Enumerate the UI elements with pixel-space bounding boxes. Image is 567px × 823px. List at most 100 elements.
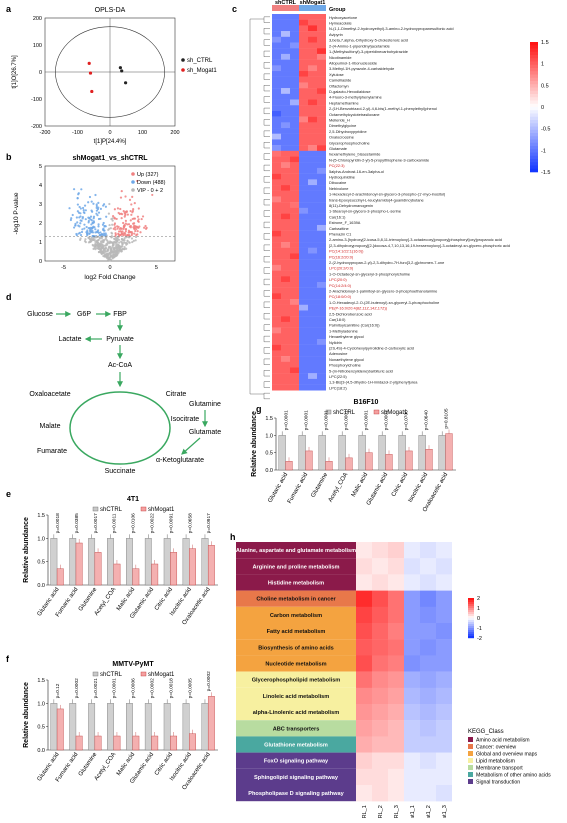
heatmap-cell xyxy=(317,367,326,374)
heatmap-cell xyxy=(272,242,281,248)
legend-swatch xyxy=(373,409,380,415)
heatmap-cell xyxy=(436,655,452,672)
heatmap-cell xyxy=(404,785,420,802)
volcano-point xyxy=(140,217,143,221)
opls-da-plot: OPLS-DA -200 -100 0 100 200 200 100 0 -100 -200 t[1… xyxy=(12,7,217,145)
volcano-point xyxy=(125,247,128,250)
volcano-point xyxy=(119,196,123,199)
bar-shmogat1 xyxy=(207,696,215,751)
volcano-point xyxy=(115,217,118,221)
volcano-point xyxy=(115,251,119,254)
heatmap-cell xyxy=(290,179,299,186)
heatmap-cell xyxy=(308,321,317,328)
y-tick-label: 0.5 xyxy=(37,725,45,731)
p-value-label: p<0.0001 xyxy=(324,410,330,430)
heatmap-cell xyxy=(272,219,281,226)
heatmap-cell xyxy=(272,145,281,152)
heatmap-cell xyxy=(272,19,281,26)
heatmap-cell xyxy=(299,185,308,191)
heatmap-cell xyxy=(317,53,326,60)
heatmap-cell xyxy=(372,542,388,559)
heatmap-cell xyxy=(290,36,299,43)
volcano-point xyxy=(123,247,126,251)
volcano-point xyxy=(131,232,134,235)
volcano-point xyxy=(135,227,138,231)
node-succinate: Succinate xyxy=(105,468,136,475)
volcano-point xyxy=(112,251,116,254)
colorbar-segment xyxy=(468,598,474,601)
y-tick-label: -200 xyxy=(31,124,42,130)
x-axis-label: log2 Fold Change xyxy=(84,274,136,281)
heatmap-cell xyxy=(372,590,388,607)
heatmap-cell xyxy=(272,384,281,391)
dendrogram-branch xyxy=(263,50,270,57)
volcano-point xyxy=(128,241,131,244)
dendrogram-branch xyxy=(263,392,270,400)
node-fbp: FBP xyxy=(113,311,127,318)
heatmap-cell xyxy=(281,361,290,368)
heatmap-cell xyxy=(308,48,317,55)
volcano-point xyxy=(97,201,100,204)
volcano-point xyxy=(81,206,85,210)
volcano-point xyxy=(110,217,113,221)
heatmap-cell xyxy=(372,671,388,688)
volcano-point xyxy=(109,248,112,251)
heatmap-cell xyxy=(308,367,317,374)
volcano-point xyxy=(92,244,95,247)
heatmap-cell xyxy=(308,116,317,123)
bar-chart-b16f10: B16F10 shCTRL shMogat1 0.0 0.5 1.0 1.5 Relative… xyxy=(251,399,456,513)
colorbar-label: -1 xyxy=(477,626,482,632)
bar-shctrl xyxy=(201,703,209,751)
sample-label: shCTRL_2 xyxy=(378,805,384,818)
heatmap-cell xyxy=(317,281,326,288)
y-tick-label: 3 xyxy=(39,202,42,208)
metabolite-label: Avipyrin xyxy=(329,32,343,37)
volcano-point xyxy=(145,226,148,229)
heatmap-cell xyxy=(420,574,436,591)
heatmap-cell xyxy=(299,207,308,214)
heatmap-cell xyxy=(290,321,299,328)
volcano-point xyxy=(124,219,128,223)
heatmap-cell xyxy=(299,259,308,266)
heatmap-cell xyxy=(290,299,299,305)
p-value-label: p<0.0001 xyxy=(384,410,390,430)
metabolite-label: 5-(m-Nitrobenzylidene)barbituric acid xyxy=(329,368,393,373)
bar-shctrl xyxy=(418,435,426,471)
bar-shctrl xyxy=(107,538,114,586)
heatmap-cell xyxy=(281,236,290,243)
heatmap-cell xyxy=(308,287,317,294)
pathway-label: Histidine metabolism xyxy=(268,581,324,587)
heatmap-cell xyxy=(272,179,281,186)
p-value-label: p<0.0001 xyxy=(344,410,350,430)
volcano-point xyxy=(119,233,122,237)
sample-label: shMogat1_2 xyxy=(426,805,432,818)
volcano-point xyxy=(129,226,132,229)
metabolite-label: Nylidrin xyxy=(329,340,342,345)
heatmap-cell xyxy=(281,156,290,163)
panel-g: g B16F10 shCTRL shMogat1 0.0 0.5 1.0 1.5 Relati… xyxy=(228,398,463,528)
metabolite-label: LPC(18:2) xyxy=(329,385,347,390)
heatmap-cell xyxy=(281,150,290,157)
heatmap-cell xyxy=(308,310,317,317)
volcano-point xyxy=(111,219,114,222)
volcano-point xyxy=(130,213,133,216)
heatmap-cell xyxy=(281,42,290,49)
heatmap-cell xyxy=(281,71,290,77)
colorbar-label: 1.5 xyxy=(541,40,549,46)
heatmap-cell xyxy=(317,116,326,123)
heatmap-cell xyxy=(308,173,317,180)
volcano-point xyxy=(98,234,101,237)
volcano-point xyxy=(132,239,135,242)
heatmap-cell xyxy=(281,82,290,89)
volcano-point xyxy=(76,210,79,213)
heatmap-cell xyxy=(290,105,299,112)
heatmap-cell xyxy=(436,574,452,591)
heatmap-cell xyxy=(299,304,308,311)
heatmap-cell xyxy=(404,752,420,769)
y-tick-label: -100 xyxy=(31,97,42,103)
pathway-band xyxy=(236,704,356,721)
bar-shmogat1 xyxy=(189,733,196,751)
volcano-point xyxy=(87,219,90,223)
heatmap-cell xyxy=(388,623,404,640)
